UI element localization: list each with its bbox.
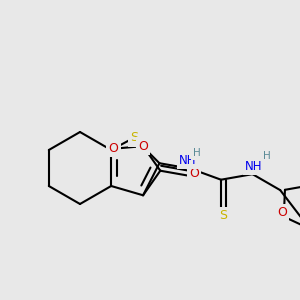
Text: O: O [277,206,287,219]
Text: O: O [189,167,199,180]
Text: O: O [138,140,148,153]
Text: H: H [262,151,270,161]
Text: S: S [219,209,227,222]
Text: O: O [109,142,118,155]
Text: NH: NH [245,160,262,173]
Text: S: S [130,131,138,144]
Text: H: H [193,148,201,158]
Text: NH: NH [179,154,197,167]
